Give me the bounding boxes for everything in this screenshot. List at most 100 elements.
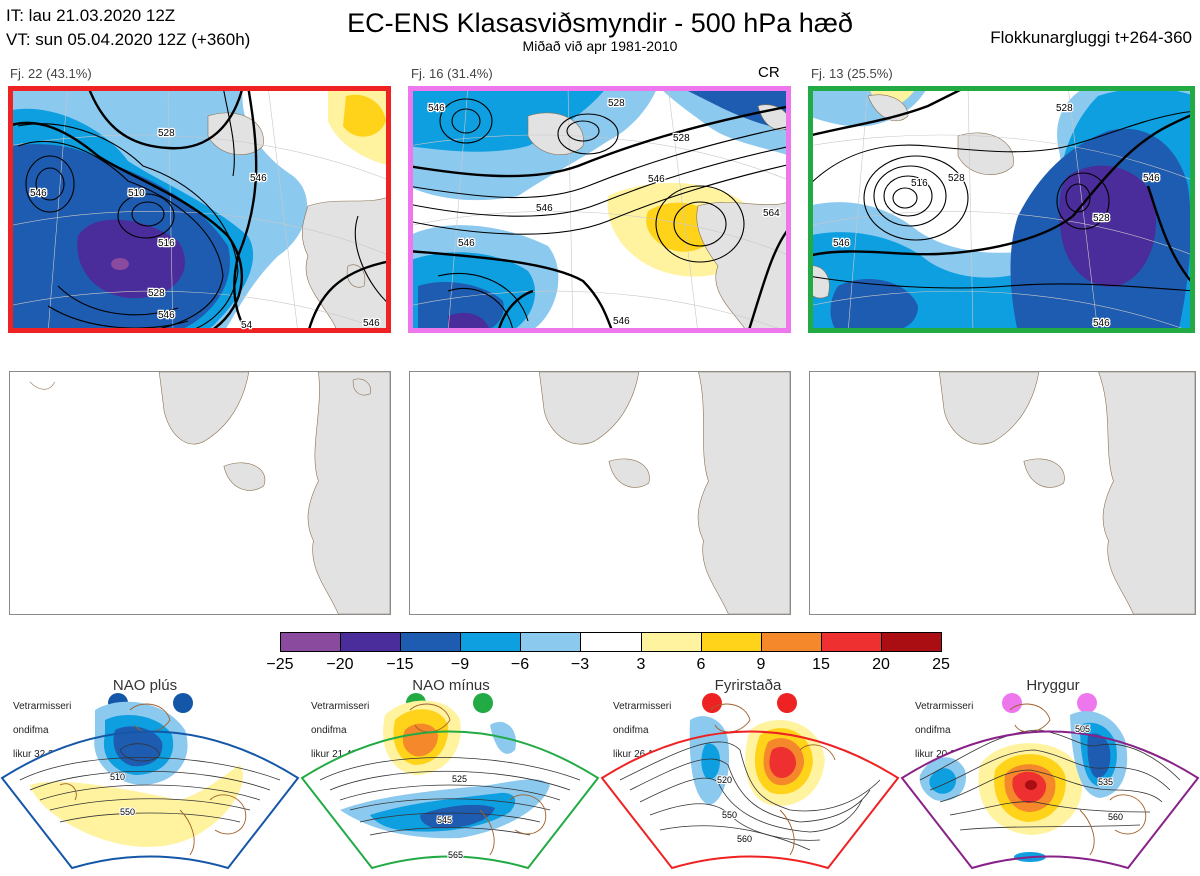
colorbar-swatch	[401, 633, 462, 651]
regime-nao-minus-map: 525 545 565	[300, 690, 600, 871]
cluster-1-map: 528 510 516 546 546 528 546 546 54	[8, 86, 391, 333]
contour-label: 510	[128, 188, 145, 199]
cluster-1-frame	[8, 86, 391, 333]
contour-label: 528	[148, 288, 165, 299]
contour-label: 546	[30, 188, 47, 199]
colorbar-swatch	[521, 633, 582, 651]
colorbar-tick: −20	[326, 656, 354, 673]
contour-label: 525	[452, 774, 467, 784]
regime-info-line: Vetrarmisseri	[613, 701, 672, 712]
regime-frame	[300, 730, 600, 870]
regime-frame	[600, 730, 900, 870]
contour-label: 520	[717, 775, 732, 785]
run-info: IT: lau 21.03.2020 12Z VT: sun 05.04.202…	[6, 4, 250, 52]
colorbar-tick: 9	[756, 656, 766, 673]
contour-label: 54	[241, 320, 253, 331]
regime-info-line: Vetrarmisseri	[915, 701, 974, 712]
contour-label: 545	[437, 815, 452, 825]
contour-label: 546	[1093, 318, 1110, 329]
cluster-3-frame	[808, 86, 1195, 333]
contour-label: 565	[448, 850, 463, 860]
regime-info-line: ondifma	[915, 725, 951, 736]
contour-label: 528	[673, 133, 690, 144]
regime-blocking-map: 520 550 560	[600, 690, 900, 871]
regime-info-line: Vetrarmisseri	[311, 701, 370, 712]
colorbar-swatch	[281, 633, 342, 651]
contour-label: 546	[363, 318, 380, 329]
colorbar-swatch	[461, 633, 522, 651]
colorbar-tick: 15	[812, 656, 830, 673]
cluster-2-label: Fj. 16 (31.4%)	[411, 66, 493, 81]
colorbar-swatch	[761, 633, 822, 651]
cluster-2-map: 546 528 528 546 546 546 564 546	[408, 86, 791, 333]
contour-label: 546	[250, 173, 267, 184]
cluster-2-tag: CR	[758, 64, 780, 81]
contour-label: 528	[948, 173, 965, 184]
colorbar-swatch	[341, 633, 402, 651]
contour-label: 528	[608, 98, 625, 109]
contour-label: 546	[648, 174, 665, 185]
cluster-3-label: Fj. 13 (25.5%)	[811, 66, 893, 81]
regime-info-line: Vetrarmisseri	[13, 701, 72, 712]
colorbar-tick: 3	[636, 656, 646, 673]
regime-info-line: ondifma	[13, 725, 49, 736]
contour-label: 546	[613, 316, 630, 327]
colorbar-tick: −3	[570, 656, 590, 673]
regime-nao-plus-title: NAO plús	[112, 677, 178, 694]
colorbar-tick: −9	[450, 656, 470, 673]
regime-info-line: ondifma	[311, 725, 347, 736]
page-subtitle: Miðað við apr 1981-2010	[522, 38, 678, 54]
base-map-3	[809, 371, 1196, 615]
classification-window: Flokkunargluggi t+264-360	[990, 28, 1192, 47]
contour-label: 560	[1108, 812, 1123, 822]
colorbar-swatch	[881, 633, 942, 651]
regime-dot	[1077, 693, 1097, 713]
regime-dot	[1002, 693, 1022, 713]
colorbar-tick: −15	[386, 656, 414, 673]
colorbar-tick: −25	[266, 656, 294, 673]
contour-label: 516	[158, 238, 175, 249]
initial-time: IT: lau 21.03.2020 12Z	[6, 6, 176, 25]
contour-label: 546	[428, 103, 445, 114]
regime-frame	[0, 730, 300, 870]
contour-label: 528	[1093, 213, 1110, 224]
contour-label: 564	[763, 208, 780, 219]
colorbar-tick: −6	[510, 656, 530, 673]
colorbar	[280, 632, 942, 652]
colorbar-tick: 20	[872, 656, 890, 673]
colorbar-swatch	[821, 633, 882, 651]
contour-label: 546	[158, 310, 175, 321]
page-title: EC-ENS Klasasviðsmyndir - 500 hPa hæð	[347, 8, 853, 38]
regime-dot	[777, 693, 797, 713]
regime-ridge-title: Hryggur	[1026, 677, 1080, 694]
cluster-3-map: 528 516 528 528 546 546 546	[808, 86, 1195, 333]
contour-label: 528	[1056, 103, 1073, 114]
regime-dot	[702, 693, 722, 713]
contour-label: 516	[911, 178, 928, 189]
regime-ridge-map: 505 535 560	[900, 690, 1200, 871]
regime-dot	[173, 693, 193, 713]
regime-frame	[900, 730, 1200, 870]
valid-time: VT: sun 05.04.2020 12Z (+360h)	[6, 30, 251, 49]
contour-label: 528	[158, 128, 175, 139]
contour-label: 560	[737, 834, 752, 844]
colorbar-swatch	[581, 633, 642, 651]
colorbar-swatch	[641, 633, 702, 651]
regime-nao-plus-map: 510 550	[0, 690, 300, 871]
contour-label: 546	[1143, 173, 1160, 184]
base-map-2	[409, 371, 791, 615]
cluster-2-frame	[408, 86, 791, 333]
contour-label: 535	[1098, 777, 1113, 787]
regime-dot	[473, 693, 493, 713]
contour-label: 510	[110, 772, 125, 782]
regime-blocking-title: Fyrirstaða	[714, 677, 782, 694]
regime-nao-minus-title: NAO mínus	[412, 677, 490, 694]
base-map-1	[9, 371, 391, 615]
colorbar-tick: 25	[932, 656, 950, 673]
contour-label: 550	[722, 810, 737, 820]
contour-label: 546	[458, 238, 475, 249]
regime-info-line: ondifma	[613, 725, 649, 736]
contour-label: 546	[833, 238, 850, 249]
colorbar-tick: 6	[696, 656, 706, 673]
contour-label: 550	[120, 807, 135, 817]
